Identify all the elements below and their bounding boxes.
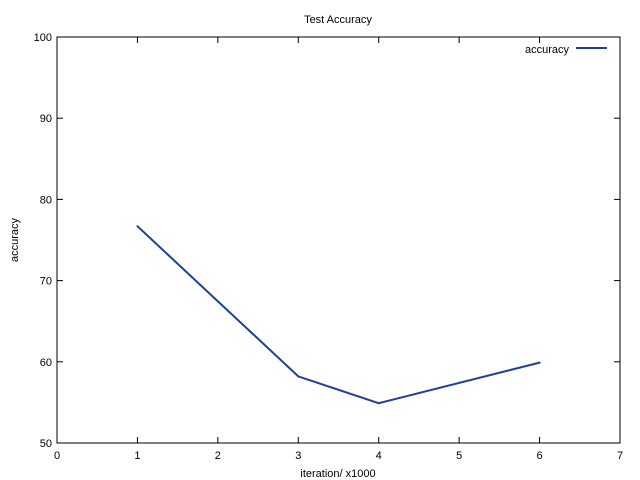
y-tick-label: 60 xyxy=(40,357,52,369)
y-tick-label: 90 xyxy=(40,113,52,125)
y-tick-label: 70 xyxy=(40,276,52,288)
data-point xyxy=(297,375,300,378)
series-layer xyxy=(136,225,541,405)
y-axis: 50 60 70 80 90 100 xyxy=(34,32,620,450)
data-point xyxy=(136,225,139,228)
chart-title: Test Accuracy xyxy=(304,14,372,26)
y-tick-label: 100 xyxy=(34,32,52,44)
x-axis-label: iteration/ x1000 xyxy=(300,468,375,480)
x-axis: 0 1 2 3 4 5 6 7 xyxy=(54,37,623,462)
plot-frame xyxy=(56,36,621,444)
x-tick-label: 5 xyxy=(456,450,462,462)
x-tick-label: 6 xyxy=(537,450,543,462)
y-tick-label: 50 xyxy=(40,438,52,450)
data-point xyxy=(377,402,380,405)
legend-entry-accuracy: accuracy xyxy=(525,44,570,56)
x-tick-label: 7 xyxy=(617,450,623,462)
x-tick-label: 1 xyxy=(134,450,140,462)
x-tick-label: 0 xyxy=(54,450,60,462)
y-axis-label: accuracy xyxy=(9,217,21,262)
x-tick-label: 4 xyxy=(376,450,382,462)
x-tick-label: 3 xyxy=(295,450,301,462)
x-tick-label: 2 xyxy=(215,450,221,462)
series-line-accuracy xyxy=(136,225,540,405)
data-point xyxy=(538,361,541,364)
y-tick-label: 80 xyxy=(40,194,52,206)
legend: accuracy xyxy=(525,44,607,56)
